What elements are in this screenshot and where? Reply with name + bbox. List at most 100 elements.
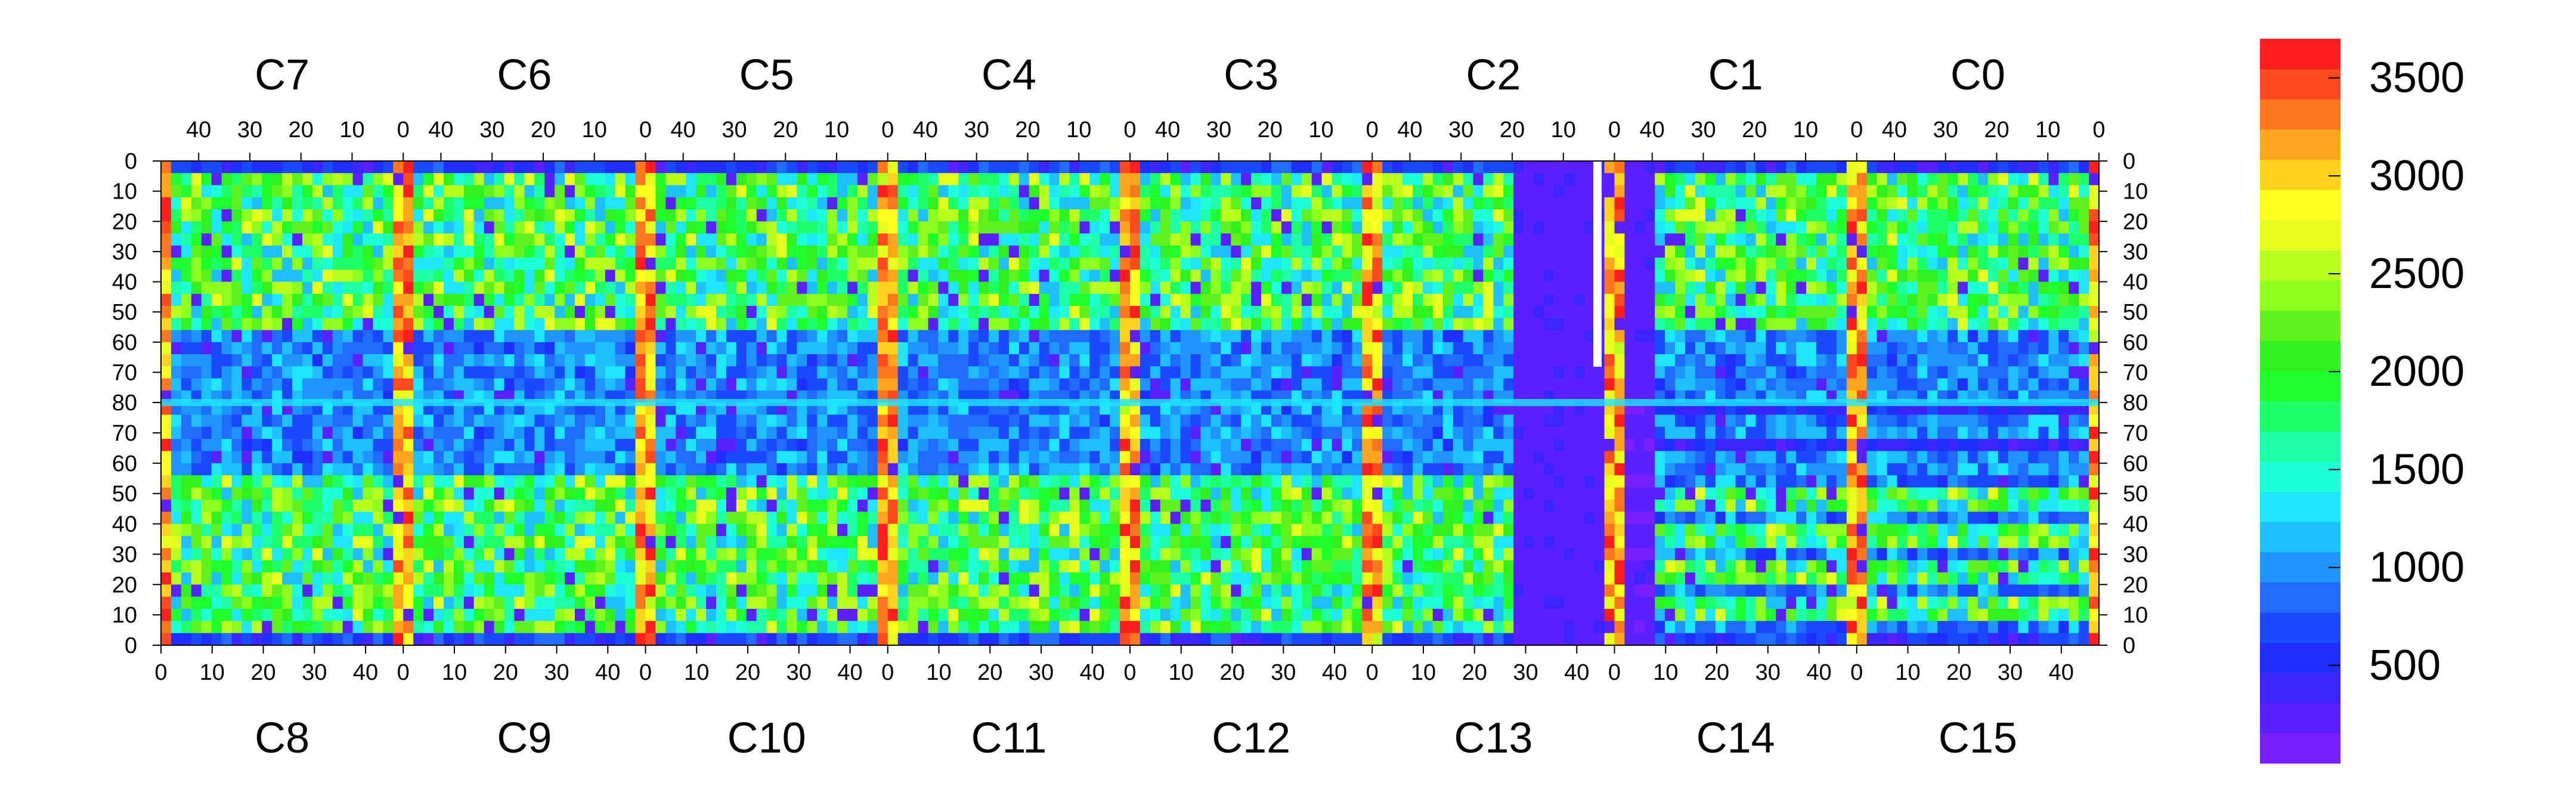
heat-cell xyxy=(897,233,909,246)
heat-cell xyxy=(1413,221,1423,234)
heat-cell xyxy=(615,596,626,609)
heat-cell xyxy=(817,378,828,391)
heat-cell xyxy=(352,487,364,500)
heat-cell xyxy=(453,499,465,512)
heat-cell xyxy=(1110,378,1120,391)
heat-cell xyxy=(979,499,989,512)
heat-cell xyxy=(181,487,192,500)
heat-cell xyxy=(1342,233,1352,246)
heat-cell xyxy=(635,366,646,379)
heat-cell xyxy=(272,258,283,270)
heat-cell xyxy=(555,524,565,537)
heat-cell xyxy=(918,499,928,512)
heat-cell xyxy=(766,512,778,525)
heat-cell xyxy=(787,318,797,331)
heat-cell xyxy=(938,258,949,270)
heat-cell xyxy=(1049,512,1060,525)
heat-cell xyxy=(1039,258,1050,270)
heat-cell xyxy=(686,245,696,258)
heat-cell xyxy=(817,258,828,270)
heat-cell xyxy=(423,548,434,561)
heat-cell xyxy=(676,463,686,476)
heat-cell xyxy=(1079,426,1090,439)
heat-cell xyxy=(928,633,939,646)
heat-cell xyxy=(434,330,444,343)
heat-cell xyxy=(958,633,969,646)
heat-cell xyxy=(776,233,788,246)
heat-cell xyxy=(928,293,939,307)
heat-cell xyxy=(211,366,222,379)
heat-cell xyxy=(1140,439,1151,451)
heat-cell xyxy=(1332,318,1342,331)
heat-cell xyxy=(908,633,919,646)
heat-cell xyxy=(1271,524,1282,537)
heat-cell xyxy=(857,342,868,355)
heat-cell xyxy=(1039,414,1050,428)
heat-cell xyxy=(908,426,919,439)
heat-cell xyxy=(201,487,212,500)
heat-cell xyxy=(423,221,434,234)
heat-cell xyxy=(423,318,434,331)
heat-cell xyxy=(231,414,242,428)
heat-cell xyxy=(584,487,596,500)
heat-cell xyxy=(393,548,404,561)
heat-cell xyxy=(383,270,394,283)
heat-cell xyxy=(1332,621,1342,634)
heat-cell xyxy=(595,185,606,198)
heat-cell xyxy=(413,463,424,476)
heat-cell xyxy=(756,499,767,512)
heat-cell xyxy=(413,161,424,174)
heat-cell xyxy=(302,258,313,270)
heat-cell xyxy=(352,173,364,186)
heat-cell xyxy=(1231,426,1241,439)
heat-cell xyxy=(504,245,515,258)
heat-cell xyxy=(897,572,909,585)
heat-cell xyxy=(1321,584,1333,598)
heat-cell xyxy=(352,596,364,609)
heat-cell xyxy=(928,354,939,367)
heat-cell xyxy=(231,633,242,646)
heat-cell xyxy=(595,366,606,379)
heat-cell xyxy=(1069,548,1080,561)
heat-cell xyxy=(1352,596,1363,609)
heat-cell xyxy=(211,475,222,488)
heat-cell xyxy=(776,378,788,391)
heat-cell xyxy=(928,426,939,439)
heat-cell xyxy=(171,354,182,367)
heat-cell xyxy=(1291,560,1302,573)
heat-cell xyxy=(1271,306,1282,318)
heat-cell xyxy=(1029,293,1040,307)
heat-cell xyxy=(1311,161,1323,174)
heat-cell xyxy=(292,258,303,270)
heat-cell xyxy=(494,499,505,512)
heat-cell xyxy=(928,185,939,198)
heat-cell xyxy=(1291,512,1302,525)
heat-cell xyxy=(1170,451,1181,464)
heat-cell xyxy=(1544,197,1555,210)
heat-cell xyxy=(1130,221,1141,234)
heat-cell xyxy=(676,306,686,318)
heat-cell xyxy=(1493,233,1504,246)
heat-cell xyxy=(1008,306,1020,318)
heat-cell xyxy=(575,270,586,283)
heat-cell xyxy=(1352,306,1363,318)
heat-cell xyxy=(484,293,495,307)
heat-cell xyxy=(1261,535,1272,549)
heat-cell xyxy=(231,233,242,246)
heat-cell xyxy=(221,366,233,379)
heat-cell xyxy=(1008,293,1020,307)
heat-cell xyxy=(211,621,222,634)
heat-cell xyxy=(242,281,252,295)
heat-cell xyxy=(887,572,899,585)
heat-cell xyxy=(484,621,495,634)
heat-cell xyxy=(1059,535,1070,549)
heat-cell xyxy=(1180,439,1191,451)
heat-cell xyxy=(948,451,959,464)
heat-cell xyxy=(918,621,928,634)
heat-cell xyxy=(403,209,414,222)
heat-cell xyxy=(584,463,596,476)
heat-cell xyxy=(837,633,848,646)
heat-cell xyxy=(322,596,333,609)
heat-cell xyxy=(948,306,959,318)
heat-cell xyxy=(645,258,656,270)
